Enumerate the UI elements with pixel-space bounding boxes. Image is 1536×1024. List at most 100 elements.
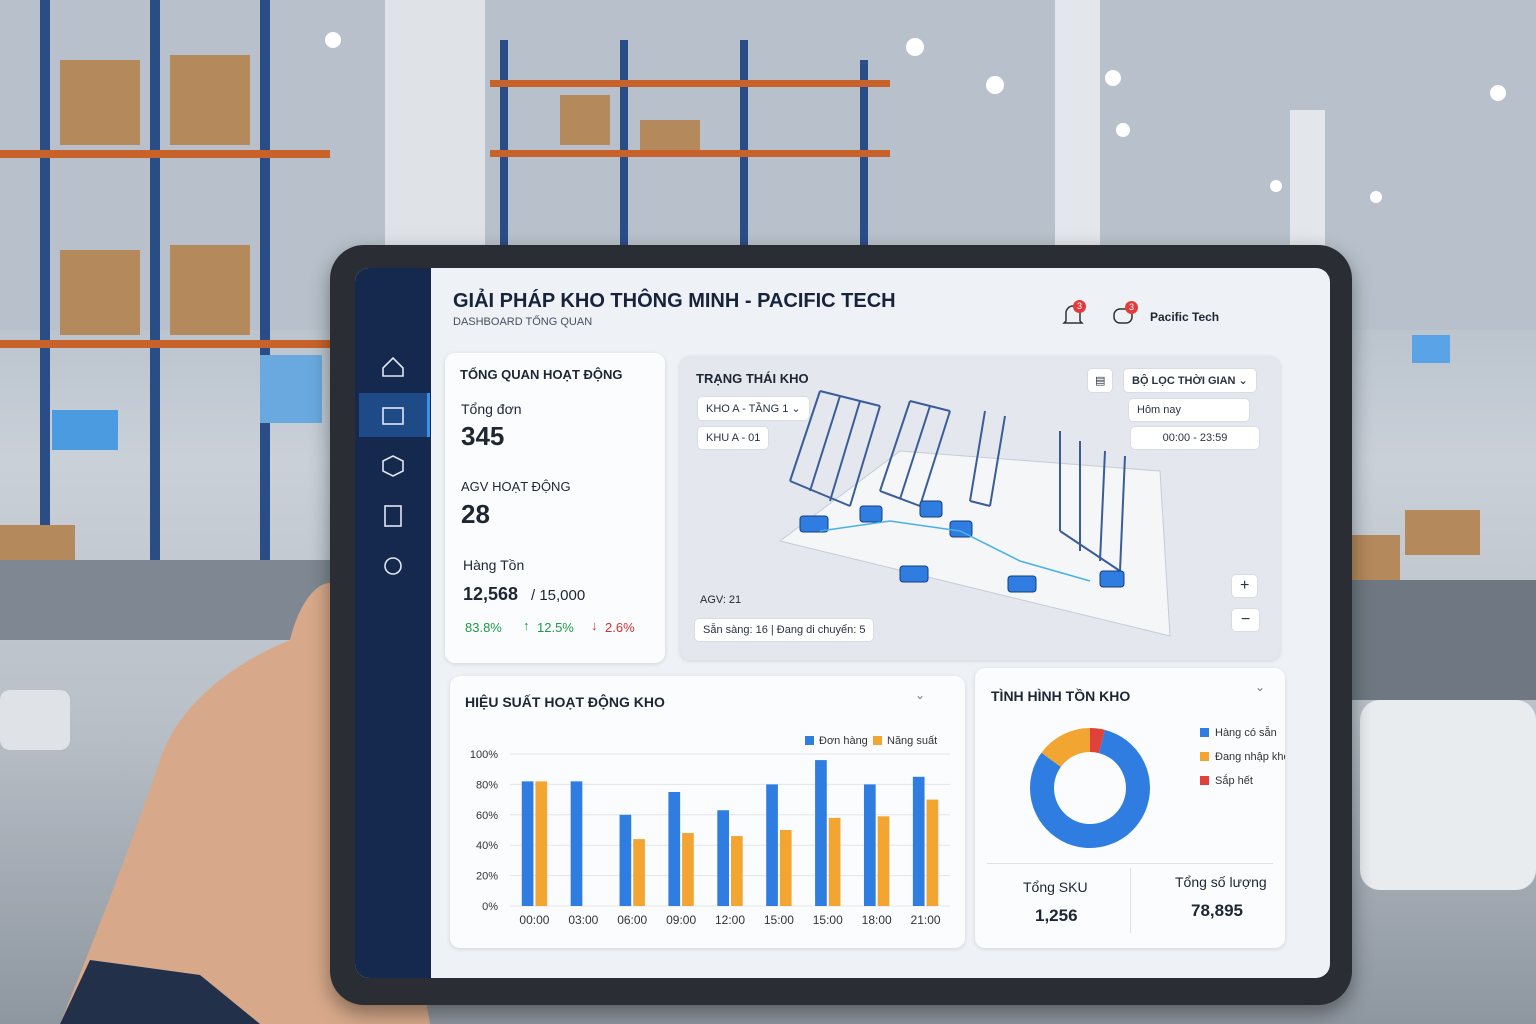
qty-label: Tổng số lượng xyxy=(1175,874,1267,890)
collapse-icon[interactable]: ⌄ xyxy=(915,688,926,702)
x-tick-label: 03:00 xyxy=(568,913,598,927)
message-badge: 3 xyxy=(1125,301,1138,314)
bar xyxy=(828,817,841,906)
legend-label: Sắp hết xyxy=(1215,774,1253,787)
bar xyxy=(912,776,925,906)
stock-capacity: / 15,000 xyxy=(531,587,586,604)
filter-icon[interactable]: ▤ xyxy=(1087,368,1114,393)
divider xyxy=(1130,868,1131,933)
page-title: GIẢI PHÁP KHO THÔNG MINH - PACIFIC TECH xyxy=(453,290,896,312)
donut-segment xyxy=(1041,728,1091,768)
bar xyxy=(863,784,876,906)
legend-swatch xyxy=(1200,728,1209,737)
warehouse-title: TRẠNG THÁI KHO xyxy=(696,371,809,386)
sidebar-icons xyxy=(382,356,404,575)
legend-swatch xyxy=(1200,752,1209,761)
stock-value: 12,568 xyxy=(463,584,519,604)
orders-label: Tổng đơn xyxy=(461,401,522,417)
floor-text: KHO A - TẦNG 1 xyxy=(706,403,789,415)
warehouse-map xyxy=(778,390,1171,637)
x-tick-label: 15:00 xyxy=(764,913,794,927)
message-icon[interactable] xyxy=(1110,303,1140,329)
collapse-icon[interactable]: ⌄ xyxy=(1255,680,1266,694)
time-select[interactable]: 00:00 - 23:59 xyxy=(1130,426,1260,450)
bar xyxy=(668,792,681,906)
donut-chart: Hàng có sẵn Đang nhập kho Sắp hết xyxy=(1030,726,1285,848)
x-tick-label: 09:00 xyxy=(666,913,696,927)
sidebar-active[interactable] xyxy=(359,393,430,437)
home-icon[interactable] xyxy=(382,356,404,377)
bar-chart: 0% 20% 40% 60% 80% 100% 00:00 03:00 06:00 09:00 12… xyxy=(470,735,950,927)
up-arrow: ↑ xyxy=(523,618,530,633)
agv-status: Sẵn sàng: 16 | Đang di chuyển: 5 xyxy=(694,618,875,642)
bar xyxy=(815,760,827,906)
notification-badge: 3 xyxy=(1073,300,1086,313)
agv-label: AGV HOẠT ĐỘNG xyxy=(461,479,571,494)
y-tick-label: 20% xyxy=(476,871,498,883)
bar xyxy=(877,816,890,906)
legend-swatch xyxy=(1200,776,1209,785)
warehouse-card: TRẠNG THÁI KHO KHO A - TẦNG 1 ⌄ KHU A - … xyxy=(680,356,1280,660)
bar xyxy=(731,836,743,906)
donut-segment xyxy=(1089,727,1105,754)
bar xyxy=(779,830,792,906)
x-tick-label: 15:00 xyxy=(813,913,843,927)
y-tick-label: 80% xyxy=(476,779,498,791)
sku-label: Tổng SKU xyxy=(1023,879,1088,895)
orders-value: 345 xyxy=(461,421,505,451)
overview-title: TỔNG QUAN HOẠT ĐỘNG xyxy=(460,367,623,382)
y-tick-label: 40% xyxy=(476,840,498,852)
screen: GIẢI PHÁP KHO THÔNG MINH - PACIFIC TECH … xyxy=(355,268,1330,978)
zone-select[interactable]: KHU A - 01 xyxy=(697,426,770,450)
bar xyxy=(926,799,939,906)
x-tick-label: 12:00 xyxy=(715,913,745,927)
x-tick-label: 00:00 xyxy=(519,913,549,927)
date-select[interactable]: Hôm nay xyxy=(1128,398,1250,422)
chart-icon[interactable] xyxy=(382,407,404,425)
qty-value: 78,895 xyxy=(1191,901,1243,920)
zoom-out[interactable]: − xyxy=(1231,608,1261,632)
page-subtitle: DASHBOARD TỔNG QUAN xyxy=(453,316,593,328)
agv-value: 28 xyxy=(461,499,490,529)
down-arrow: ↓ xyxy=(591,618,598,633)
x-tick-label: 18:00 xyxy=(862,913,892,927)
inventory-card: TÌNH HÌNH TỒN KHO ⌄ Hàng có sẵn Đang nhập… xyxy=(975,668,1285,948)
bar xyxy=(619,814,632,906)
box-icon[interactable] xyxy=(382,455,404,477)
overview-card: TỔNG QUAN HOẠT ĐỘNG Tổng đơn 345 AGV HOẠ… xyxy=(445,353,665,663)
floor-select[interactable]: KHO A - TẦNG 1 ⌄ xyxy=(697,396,810,421)
performance-title: HIỆU SUẤT HOẠT ĐỘNG KHO xyxy=(465,694,665,710)
time-filter[interactable]: BỘ LỌC THỜI GIAN ⌄ xyxy=(1123,368,1257,393)
x-tick-label: 21:00 xyxy=(911,913,941,927)
legend-label: Hàng có sẵn xyxy=(1215,726,1277,739)
legend-swatch xyxy=(805,736,814,745)
settings-icon[interactable] xyxy=(384,557,402,575)
x-tick-label: 06:00 xyxy=(617,913,647,927)
stock-up: 12.5% xyxy=(537,620,574,635)
sidebar xyxy=(355,268,431,978)
bar xyxy=(717,810,729,906)
clipboard-icon[interactable] xyxy=(384,505,402,527)
stock-rate: 83.8% xyxy=(465,620,502,635)
agv-count: AGV: 21 xyxy=(700,594,742,606)
bar xyxy=(521,781,534,906)
bar xyxy=(570,781,583,906)
donut-segment xyxy=(1030,729,1150,848)
stock-down: 2.6% xyxy=(605,620,635,635)
y-tick-label: 0% xyxy=(482,901,498,913)
bar xyxy=(633,839,645,906)
bar xyxy=(766,784,778,906)
stock-label: Hàng Tồn xyxy=(463,557,525,573)
y-tick-label: 60% xyxy=(476,810,498,822)
performance-card: HIỆU SUẤT HOẠT ĐỘNG KHO ⌄ 0% 20% 40% 60% 80%… xyxy=(450,676,965,948)
zoom-in[interactable]: + xyxy=(1231,574,1259,598)
legend-label: Đơn hàng xyxy=(819,735,868,747)
inventory-title: TÌNH HÌNH TỒN KHO xyxy=(991,688,1131,704)
legend-label: Đang nhập kho xyxy=(1215,751,1285,763)
bar xyxy=(682,833,694,906)
sku-value: 1,256 xyxy=(1035,906,1078,925)
divider xyxy=(987,863,1273,864)
user-name[interactable]: Pacific Tech xyxy=(1150,310,1220,324)
